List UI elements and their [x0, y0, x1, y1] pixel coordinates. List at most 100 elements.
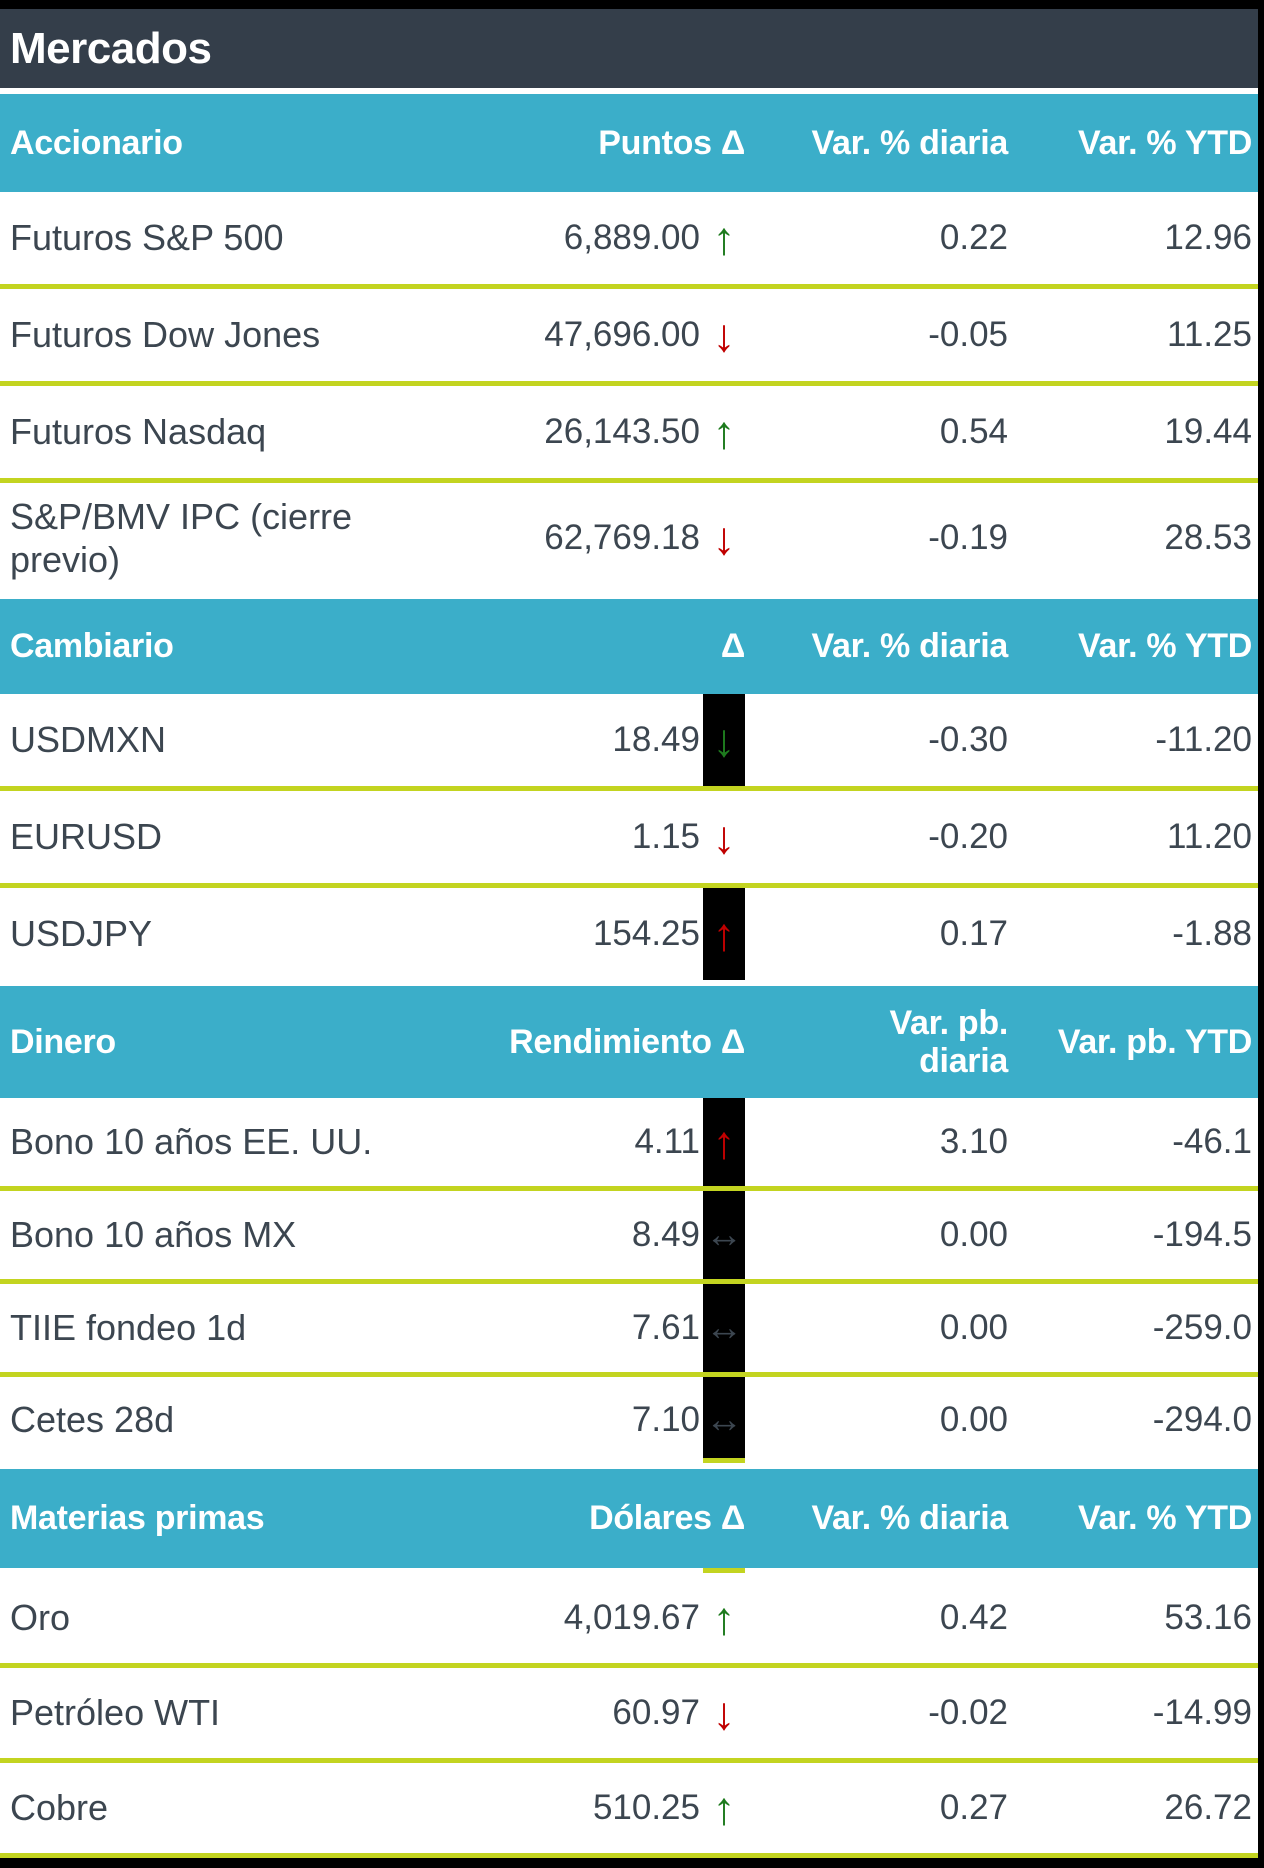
column-header-var-ytd: Var. pb. YTD	[1057, 1022, 1252, 1061]
section-title: Cambiario	[10, 627, 174, 665]
column-header-delta: Rendimiento Δ	[509, 1022, 745, 1061]
table-row-ipc: S&P/BMV IPC (cierre previo) 62,769.18 ↓ …	[0, 483, 1258, 593]
row-var-diaria: -0.05	[928, 315, 1008, 354]
row-divider	[0, 1758, 1258, 1763]
row-value: 60.97	[612, 1693, 700, 1732]
row-label: Oro	[10, 1597, 71, 1639]
column-header-var-ytd: Var. % YTD	[1077, 123, 1252, 162]
spacer	[0, 1463, 1258, 1469]
table-row-eurusd: EURUSD 1.15 ↓ -0.20 11.20	[0, 791, 1258, 883]
column-header-delta: Puntos Δ	[598, 123, 745, 162]
table-row-futuros-dow: Futuros Dow Jones 47,696.00 ↓ -0.05 11.2…	[0, 289, 1258, 381]
row-value: 4,019.67	[563, 1598, 700, 1637]
trend-arrow-icon: ↔	[703, 1377, 745, 1463]
row-label: Cobre	[10, 1787, 109, 1829]
row-var-ytd: -46.1	[1172, 1122, 1252, 1161]
table-row-bono-mx: Bono 10 años MX 8.49 ↔ 0.00 -194.5	[0, 1191, 1258, 1279]
trend-arrow-icon: ↑	[703, 1098, 745, 1186]
spacer	[0, 980, 1258, 986]
row-var-diaria: 0.00	[939, 1308, 1008, 1347]
row-label: Cetes 28d	[10, 1399, 175, 1441]
row-value: 6,889.00	[563, 218, 700, 257]
section-header-cambiario: Cambiario Δ Var. % diaria Var. % YTD	[0, 599, 1258, 694]
table-row-cetes: Cetes 28d 7.10 ↔ 0.00 -294.0	[0, 1377, 1258, 1463]
trend-arrow-icon: ↓	[712, 811, 736, 863]
row-value: 1.15	[631, 817, 700, 856]
row-var-diaria: -0.20	[928, 817, 1008, 856]
row-label: Bono 10 años EE. UU.	[10, 1121, 373, 1163]
arrow-column-divider	[0, 1568, 1258, 1573]
row-label: TIIE fondeo 1d	[10, 1307, 247, 1349]
section-header-accionario: Accionario Puntos Δ Var. % diaria Var. %…	[0, 94, 1258, 192]
column-header-var-diaria: Var. pb. diaria	[889, 1003, 1008, 1080]
trend-arrow-icon: ↓	[712, 512, 736, 564]
spacer	[0, 593, 1258, 599]
row-value: 8.49	[631, 1215, 700, 1254]
row-label: EURUSD	[10, 816, 163, 858]
column-header-var-diaria: Var. % diaria	[811, 627, 1009, 665]
column-header-delta: Dólares Δ	[589, 1499, 745, 1537]
row-label: Futuros Nasdaq	[10, 411, 267, 453]
row-var-diaria: -0.02	[928, 1693, 1008, 1732]
row-value: 4.11	[634, 1122, 700, 1161]
row-label: Futuros S&P 500	[10, 217, 284, 259]
table-row-futuros-sp500: Futuros S&P 500 6,889.00 ↑ 0.22 12.96	[0, 192, 1258, 284]
row-value: 26,143.50	[544, 412, 700, 451]
row-var-ytd: -11.20	[1155, 720, 1252, 759]
row-var-diaria: -0.30	[928, 720, 1008, 759]
table-row-usdmxn: USDMXN 18.49 ↓ -0.30 -11.20	[0, 694, 1258, 786]
row-var-ytd: 11.25	[1167, 315, 1252, 354]
row-var-ytd: -14.99	[1152, 1693, 1252, 1732]
trend-arrow-icon: ↔	[703, 1191, 745, 1279]
row-divider	[0, 478, 1258, 483]
table-row-cobre: Cobre 510.25 ↑ 0.27 26.72	[0, 1763, 1258, 1853]
row-var-ytd: -259.0	[1152, 1308, 1252, 1347]
row-label: USDMXN	[10, 719, 167, 761]
row-label: Bono 10 años MX	[10, 1214, 297, 1256]
section-title: Accionario	[10, 123, 183, 162]
table-row-petroleo-wti: Petróleo WTI 60.97 ↓ -0.02 -14.99	[0, 1668, 1258, 1758]
row-divider	[0, 1663, 1258, 1668]
column-header-delta: Δ	[720, 627, 745, 665]
row-label: USDJPY	[10, 913, 153, 955]
section-header-materias-primas: Materias primas Dólares Δ Var. % diaria …	[0, 1469, 1258, 1568]
row-var-ytd: 12.96	[1164, 218, 1252, 257]
row-label: S&P/BMV IPC (cierre previo)	[10, 495, 353, 580]
row-divider	[0, 786, 1258, 791]
row-var-diaria: 0.00	[939, 1400, 1008, 1439]
row-divider	[0, 284, 1258, 289]
bottom-divider	[0, 1853, 1258, 1858]
column-header-var-diaria: Var. % diaria	[811, 123, 1009, 162]
trend-arrow-icon: ↓	[703, 694, 745, 786]
trend-arrow-icon: ↑	[703, 888, 745, 980]
row-var-ytd: 11.20	[1167, 817, 1252, 856]
trend-arrow-icon: ↑	[712, 1782, 736, 1834]
section-title: Materias primas	[10, 1499, 265, 1537]
row-var-ytd: 28.53	[1164, 518, 1252, 557]
column-header-var-ytd: Var. % YTD	[1077, 627, 1252, 665]
row-var-ytd: 19.44	[1164, 412, 1252, 451]
divider-segment	[703, 1568, 745, 1573]
row-var-diaria: 3.10	[939, 1122, 1008, 1161]
trend-arrow-icon: ↑	[712, 1592, 736, 1644]
row-value: 18.49	[612, 720, 700, 759]
row-divider	[0, 1279, 1258, 1284]
row-value: 62,769.18	[544, 518, 700, 557]
row-var-diaria: 0.27	[939, 1788, 1008, 1827]
row-var-diaria: 0.22	[939, 218, 1008, 257]
row-label: Petróleo WTI	[10, 1692, 221, 1734]
section-header-dinero: Dinero Rendimiento Δ Var. pb. diaria Var…	[0, 986, 1258, 1098]
column-header-var-ytd: Var. % YTD	[1077, 1499, 1252, 1537]
page-title: Mercados	[10, 23, 212, 73]
trend-arrow-icon: ↑	[712, 212, 736, 264]
row-value: 47,696.00	[544, 315, 700, 354]
row-var-ytd: -194.5	[1152, 1215, 1252, 1254]
row-var-ytd: 53.16	[1164, 1598, 1252, 1637]
row-divider	[0, 883, 1258, 888]
row-value: 154.25	[592, 914, 700, 953]
spacer	[0, 88, 1258, 94]
row-var-ytd: -1.88	[1172, 914, 1252, 953]
trend-arrow-icon: ↓	[712, 309, 736, 361]
row-label: Futuros Dow Jones	[10, 314, 321, 356]
